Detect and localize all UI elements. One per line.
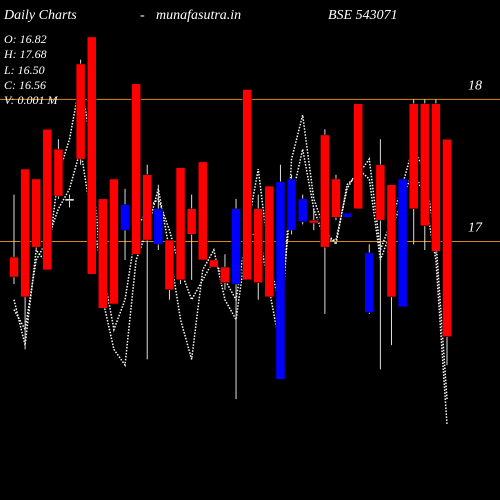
candle-body <box>109 178 119 305</box>
candle-body <box>64 198 75 202</box>
candle-body <box>264 185 275 298</box>
candle-body <box>175 167 186 281</box>
separator: - <box>140 8 145 23</box>
candle-body <box>42 129 53 271</box>
candle-body <box>153 208 164 245</box>
candle-body <box>86 36 97 275</box>
site: munafasutra.in <box>156 8 241 23</box>
candle-body <box>142 174 152 241</box>
y-tick-label: 17 <box>468 221 483 236</box>
candle-body <box>186 208 197 235</box>
candle-body <box>408 103 419 210</box>
symbol: BSE 543071 <box>328 8 398 23</box>
candle-body <box>309 219 319 224</box>
candle-body <box>397 178 408 308</box>
info-low: L: 16.50 <box>3 63 45 77</box>
info-high: H: 17.68 <box>3 47 47 61</box>
candle-body <box>209 259 219 268</box>
moving-average <box>13 148 448 425</box>
chart-title: Daily Charts <box>3 8 77 23</box>
candle-body <box>75 63 86 160</box>
candle-body <box>375 164 386 221</box>
candle-body <box>342 212 352 218</box>
info-open: O: 16.82 <box>4 32 47 46</box>
candle-body <box>431 103 441 252</box>
candle-body <box>231 208 241 285</box>
candle-body <box>53 148 64 197</box>
candle-body <box>120 204 130 231</box>
y-tick-label: 18 <box>468 79 482 94</box>
candle-body <box>386 184 397 298</box>
candle-body <box>286 178 297 231</box>
candle-body <box>353 103 363 210</box>
candle-body <box>9 256 19 278</box>
candle-body <box>20 168 30 298</box>
candle-body <box>442 138 452 337</box>
candle-body <box>364 252 375 313</box>
candle-body <box>297 198 308 222</box>
candle-body <box>98 198 108 309</box>
candle-body <box>242 89 252 281</box>
candle-body <box>31 178 41 248</box>
candle-body <box>420 103 430 227</box>
candle-body <box>253 208 264 283</box>
candle-body <box>220 266 230 283</box>
candle-body <box>197 161 208 261</box>
candle-body <box>320 134 330 248</box>
info-close: C: 16.56 <box>4 78 46 92</box>
candle-body <box>275 181 286 380</box>
candle-body <box>164 239 175 291</box>
candle-body <box>331 178 341 218</box>
info-volume: V: 0.001 M <box>4 93 59 107</box>
candle-body <box>131 83 141 255</box>
